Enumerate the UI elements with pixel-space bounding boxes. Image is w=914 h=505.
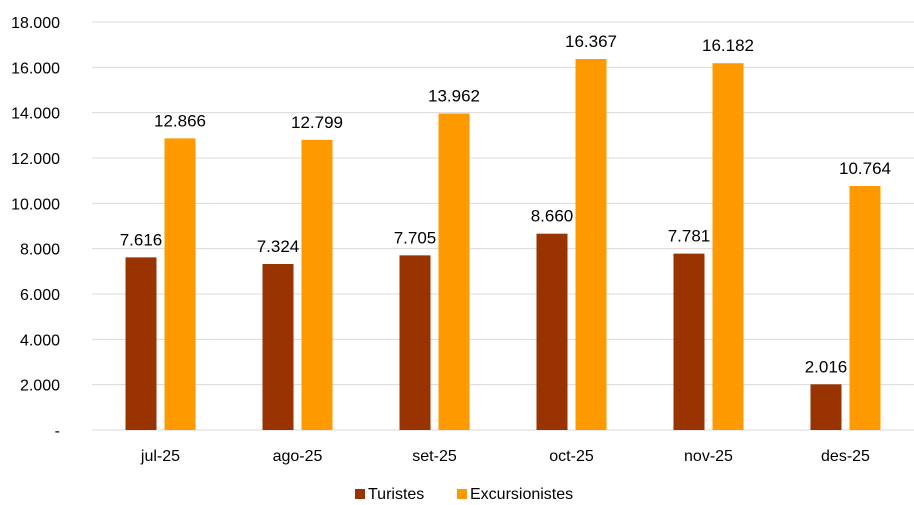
bar-excursionistes xyxy=(301,139,333,430)
bar-excursionistes xyxy=(849,186,881,430)
bar-excursionistes xyxy=(712,63,744,430)
y-tick-label: 2.000 xyxy=(20,378,60,395)
bar-turistes xyxy=(810,384,842,430)
y-tick-label: 12.000 xyxy=(11,151,60,168)
data-labels: 7.616 12.866 7.324 12.799 7.705 13.962 8.660 16… xyxy=(120,32,891,376)
x-tick-label: nov-25 xyxy=(684,448,733,465)
data-label: 10.764 xyxy=(839,159,891,178)
legend-swatch-turistes xyxy=(355,489,365,499)
bar-excursionistes xyxy=(575,59,607,430)
bar-turistes xyxy=(673,253,705,430)
y-axis-tick-labels: - 2.000 4.000 6.000 8.000 10.000 12.000 14.000 1… xyxy=(11,15,60,440)
bar-turistes xyxy=(399,255,431,430)
legend-swatch-excursionistes xyxy=(457,489,467,499)
x-tick-label: set-25 xyxy=(412,448,457,465)
x-tick-label: des-25 xyxy=(821,448,870,465)
x-tick-label: oct-25 xyxy=(549,448,594,465)
legend-label: Excursionistes xyxy=(470,486,573,503)
data-label: 7.324 xyxy=(257,237,300,256)
y-tick-label: 4.000 xyxy=(20,332,60,349)
y-tick-label: - xyxy=(55,423,60,440)
y-tick-label: 16.000 xyxy=(11,60,60,77)
bar-excursionistes xyxy=(438,113,470,430)
y-tick-label: 14.000 xyxy=(11,106,60,123)
data-label: 7.616 xyxy=(120,230,163,249)
legend-label: Turistes xyxy=(368,486,424,503)
data-label: 16.367 xyxy=(565,32,617,51)
bar-turistes xyxy=(262,263,294,430)
bar-turistes xyxy=(125,257,157,430)
y-tick-label: 10.000 xyxy=(11,196,60,213)
y-tick-label: 8.000 xyxy=(20,242,60,259)
data-label: 16.182 xyxy=(702,36,754,55)
x-axis-tick-labels: jul-25 ago-25 set-25 oct-25 nov-25 des-25 xyxy=(140,448,870,465)
x-tick-label: jul-25 xyxy=(140,448,180,465)
data-label: 12.799 xyxy=(291,113,343,132)
bar-excursionistes xyxy=(164,138,196,430)
legend: Turistes Excursionistes xyxy=(355,486,573,503)
data-label: 13.962 xyxy=(428,87,480,106)
bar-turistes xyxy=(536,233,568,430)
data-label: 7.705 xyxy=(394,228,437,247)
gridlines xyxy=(92,21,914,431)
data-label: 12.866 xyxy=(154,111,206,130)
data-label: 2.016 xyxy=(805,357,848,376)
bars xyxy=(125,59,881,430)
y-tick-label: 18.000 xyxy=(11,15,60,32)
data-label: 8.660 xyxy=(531,207,574,226)
data-label: 7.781 xyxy=(668,227,711,246)
x-tick-label: ago-25 xyxy=(273,448,323,465)
y-tick-label: 6.000 xyxy=(20,287,60,304)
